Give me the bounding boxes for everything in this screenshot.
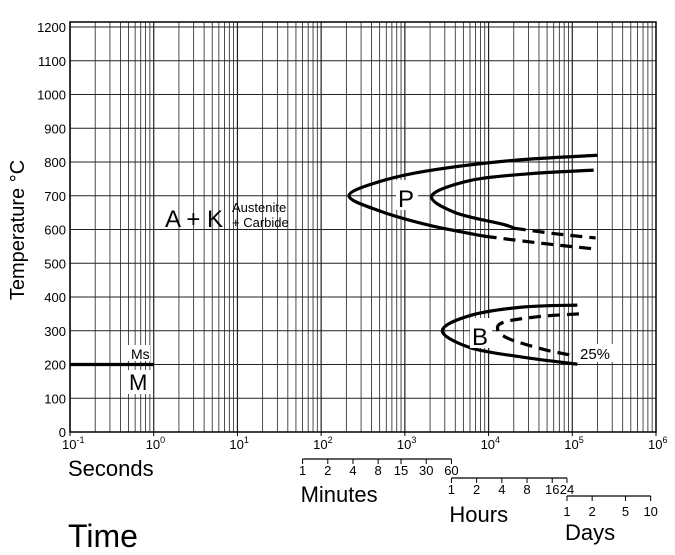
x-tick-label: 101	[229, 435, 248, 452]
y-axis-label: Temperature °C	[7, 160, 29, 300]
y-tick-labels: 0 100 200 300 400 500 600 700 800 900 1000 1100 1200	[37, 20, 66, 440]
x-tick-label: 103	[397, 435, 416, 452]
annotation-b: B	[472, 324, 488, 351]
y-tick-label: 0	[59, 425, 66, 440]
scale-tick-label: 8	[523, 482, 530, 497]
x-tick-exponent: 1	[244, 435, 249, 445]
y-tick-label: 300	[44, 324, 66, 339]
y-tick-label: 500	[44, 256, 66, 271]
annotation-ms: Ms	[131, 346, 150, 362]
x-tick-exponent: 6	[662, 435, 667, 445]
scale-tick-label: 10	[643, 504, 657, 519]
x-tick-exponent: 4	[495, 435, 500, 445]
scale-label-minutes: Minutes	[301, 482, 378, 507]
scale-tick-label: 4	[349, 463, 356, 478]
x-tick-labels: 10-1 100 101 102 103 104 105 106	[62, 432, 667, 452]
annotation-m: M	[129, 370, 147, 395]
scale-tick-label: 24	[560, 482, 574, 497]
x-tick-label: 10-1	[62, 435, 84, 452]
curve-pearlite-finish	[430, 168, 594, 230]
scale-label-hours: Hours	[449, 502, 508, 527]
time-label: Time	[68, 518, 138, 554]
x-tick-label: 100	[146, 435, 165, 452]
x-tick-exponent: 3	[411, 435, 416, 445]
scale-tick-label: 1	[448, 482, 455, 497]
y-tick-label: 700	[44, 189, 66, 204]
annotation-25pct: 25%	[580, 346, 610, 363]
y-tick-label: 600	[44, 223, 66, 238]
scale-tick-label: 30	[419, 463, 433, 478]
x-axis-label: Seconds	[68, 456, 154, 481]
y-tick-label: 400	[44, 290, 66, 305]
x-tick-exponent: 0	[160, 435, 165, 445]
scale-tick-label: 4	[498, 482, 505, 497]
x-tick-label: 104	[481, 435, 500, 452]
plot-frame	[69, 21, 657, 433]
y-tick-label: 900	[44, 121, 66, 136]
scale-tick-label: 2	[473, 482, 480, 497]
curve-pearlite-start	[347, 153, 598, 238]
grid	[69, 21, 657, 433]
x-tick-label: 105	[564, 435, 583, 452]
y-tick-label: 1000	[37, 88, 66, 103]
x-tick-exponent: 5	[579, 435, 584, 445]
annotation-ak: A + K	[165, 206, 223, 233]
scale-tick-label: 8	[375, 463, 382, 478]
scale-tick-label: 16	[545, 482, 559, 497]
scale-tick-label: 1	[299, 463, 306, 478]
x-tick-exponent: -1	[76, 435, 84, 445]
scale-tick-label: 1	[563, 504, 570, 519]
annotation-austenite: Austenite	[232, 200, 286, 215]
x-tick-label: 106	[648, 435, 667, 452]
scale-tick-label: 2	[589, 504, 596, 519]
y-tick-label: 800	[44, 155, 66, 170]
y-tick-label: 200	[44, 358, 66, 373]
annotation-carbide: + Carbide	[232, 215, 289, 230]
y-tick-label: 1200	[37, 20, 66, 35]
curves	[70, 153, 598, 367]
curve-bainite-start	[440, 303, 578, 366]
scale-tick-label: 15	[394, 463, 408, 478]
scale-label-days: Days	[565, 520, 615, 545]
scale-tick-label: 2	[324, 463, 331, 478]
x-tick-exponent: 2	[328, 435, 333, 445]
y-tick-label: 1100	[38, 54, 66, 69]
y-tick-label: 100	[44, 391, 66, 406]
x-tick-label: 102	[313, 435, 332, 452]
curve-pearlite-start-ext	[484, 234, 596, 251]
scale-tick-label: 5	[622, 504, 629, 519]
curve-pearlite-finish-ext	[513, 226, 596, 240]
scale-tick-label: 60	[444, 463, 458, 478]
curve-bainite-25pct	[495, 312, 580, 358]
annotation-p: P	[398, 186, 414, 213]
